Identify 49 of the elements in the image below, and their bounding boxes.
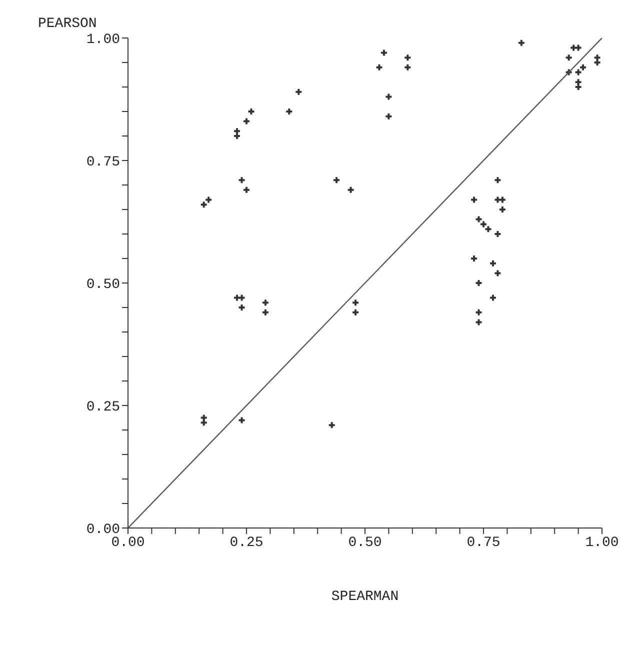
point — [494, 176, 502, 184]
point — [404, 63, 412, 72]
point — [564, 54, 573, 62]
point — [470, 196, 478, 204]
point — [494, 269, 502, 278]
x-tick-label: 0.75 — [466, 534, 500, 551]
point — [346, 186, 355, 194]
point — [285, 108, 294, 116]
point — [375, 63, 384, 72]
point — [404, 54, 412, 62]
point — [261, 308, 270, 316]
point — [574, 68, 582, 76]
point — [384, 112, 393, 120]
point — [242, 117, 250, 126]
point — [238, 176, 246, 184]
point — [294, 88, 303, 96]
point — [579, 63, 588, 72]
point — [384, 92, 393, 101]
x-axis-title: SPEARMAN — [331, 589, 399, 605]
point — [200, 200, 208, 209]
x-tick-label: 0.25 — [230, 534, 264, 551]
point — [328, 421, 336, 430]
point — [238, 304, 246, 312]
point — [498, 206, 506, 214]
point — [564, 68, 573, 76]
y-tick-label: 1.00 — [86, 32, 120, 48]
point — [352, 298, 360, 307]
point — [474, 308, 483, 316]
point — [470, 254, 478, 262]
y-tick-label: 0.25 — [86, 399, 120, 416]
point — [238, 416, 246, 424]
point — [332, 176, 341, 184]
point — [261, 298, 270, 307]
point — [494, 230, 502, 238]
point — [380, 48, 388, 57]
y-tick-label: 0.75 — [86, 154, 120, 170]
point — [474, 318, 483, 326]
x-tick-label: 1.00 — [585, 534, 619, 551]
point — [488, 294, 497, 302]
point — [517, 38, 526, 47]
point — [242, 186, 250, 194]
point — [247, 108, 256, 116]
y-tick-label: 0.50 — [86, 276, 120, 293]
x-tick-label: 0.50 — [348, 534, 382, 551]
point — [204, 196, 213, 204]
point — [474, 279, 483, 287]
point — [352, 308, 360, 316]
point — [488, 259, 497, 268]
y-axis-title: PEARSON — [38, 16, 97, 32]
